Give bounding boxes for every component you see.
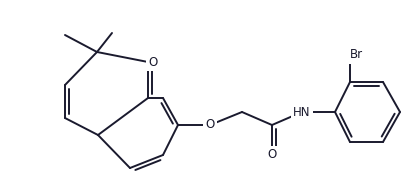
Text: O: O [206,119,215,132]
Text: Br: Br [350,49,363,61]
Text: O: O [148,56,157,68]
Text: HN: HN [293,105,311,119]
Text: O: O [267,149,276,161]
